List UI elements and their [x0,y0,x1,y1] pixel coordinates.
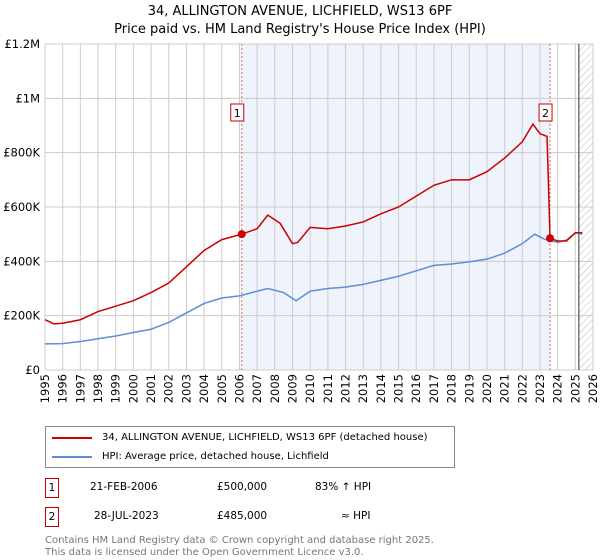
x-tick-label: 2016 [409,374,423,403]
x-tick-label: 2020 [480,374,494,403]
y-tick-label: £600K [3,200,40,214]
x-tick-label: 2006 [232,374,246,403]
footer-line: Contains HM Land Registry data © Crown c… [45,535,434,546]
price-chart: 1995 1996 1997 1998 1999 2000 2001 2002 2003 2004… [3,37,600,403]
transaction-row: 1 21-FEB-2006 £500,000 83% ↑ HPI [45,478,445,500]
y-tick-label: £400K [3,254,40,268]
x-tick-label: 2005 [215,374,229,403]
legend: 34, ALLINGTON AVENUE, LICHFIELD, WS13 6P… [45,426,455,468]
x-tick-label: 2001 [144,374,158,403]
transaction-row: 2 28-JUL-2023 £485,000 ≈ HPI [45,507,445,529]
x-tick-label: 2023 [533,374,547,403]
x-tick-label: 2022 [515,374,529,403]
x-tick-label: 2010 [303,374,317,403]
sale-label-box [230,103,245,122]
y-tick-label: £0 [25,363,40,377]
x-tick-label: 2013 [356,374,370,403]
x-tick-label: 2000 [126,374,140,403]
legend-swatch [52,436,92,439]
property-price-line [44,122,583,325]
chart-title: 34, ALLINGTON AVENUE, LICHFIELD, WS13 6P… [147,4,453,19]
legend-swatch [52,455,92,458]
transaction-date: 28-JUL-2023 [94,510,159,522]
footer-line: This data is licensed under the Open Gov… [45,547,364,558]
sale-label: 2 [542,107,549,120]
x-tick-label: 2026 [586,374,600,403]
x-tick-label: 1995 [38,374,52,403]
transaction-hpi: ≈ HPI [341,510,371,522]
transaction-marker: 1 [45,478,59,498]
x-tick-label: 2004 [197,374,211,403]
x-tick-label: 2018 [445,374,459,403]
x-tick-label: 2025 [568,374,582,403]
x-tick-label: 2014 [374,374,388,403]
x-tick-label: 2017 [427,374,441,403]
legend-item-hpi: HPI: Average price, detached house, Lich… [52,451,329,462]
transaction-marker: 2 [45,507,59,527]
x-tick-label: 2011 [321,374,335,403]
x-tick-label: 2007 [250,374,264,403]
y-tick-label: £1.2M [4,37,40,51]
footer: Contains HM Land Registry data © Crown c… [45,535,434,559]
x-tick-label: 2012 [339,374,353,403]
legend-label: 34, ALLINGTON AVENUE, LICHFIELD, WS13 6P… [102,432,428,443]
chart-subtitle: Price paid vs. HM Land Registry's House … [114,22,486,37]
x-tick-label: 2019 [462,374,476,403]
legend-label: HPI: Average price, detached house, Lich… [102,451,329,462]
sale-label: 1 [234,107,241,120]
x-tick-label: 2008 [268,374,282,403]
x-tick-label: 1999 [109,374,123,403]
x-tick-label: 2003 [179,374,193,403]
x-tick-label: 1997 [73,374,87,403]
x-tick-label: 2009 [285,374,299,403]
transaction-price: £500,000 [217,481,268,493]
x-tick-label: 2002 [162,374,176,403]
x-tick-label: 2021 [498,374,512,403]
y-tick-label: £1M [15,91,40,105]
x-tick-label: 1996 [56,374,70,403]
transaction-hpi: 83% ↑ HPI [315,481,372,493]
x-tick-label: 2024 [551,374,565,403]
sale-point [546,234,555,243]
legend-item-property: 34, ALLINGTON AVENUE, LICHFIELD, WS13 6P… [52,432,428,443]
sale-point [237,230,246,239]
y-tick-label: £200K [3,309,40,323]
y-tick-label: £800K [3,146,40,160]
x-tick-label: 2015 [392,374,406,403]
hpi-line [44,232,583,345]
transaction-price: £485,000 [217,510,268,522]
x-tick-label: 1998 [91,374,105,403]
transaction-date: 21-FEB-2006 [90,481,158,493]
sale-label-box [538,103,553,122]
